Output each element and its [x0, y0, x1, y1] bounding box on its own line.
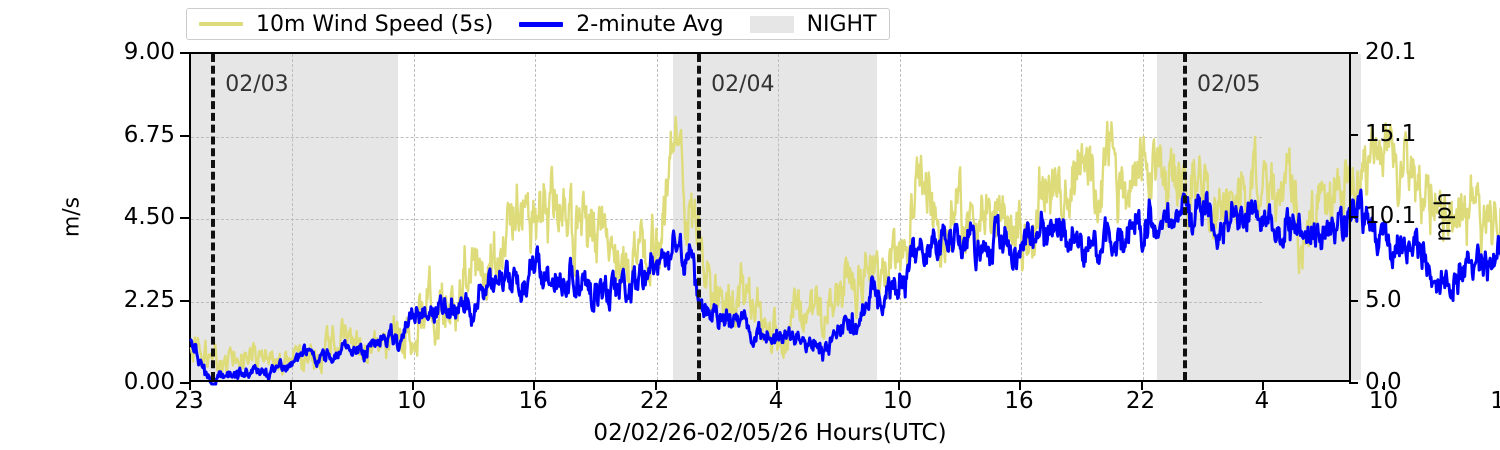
x-axis-title: 02/02/26-02/05/26 Hours(UTC) [593, 420, 947, 446]
y-tick-right [1349, 382, 1358, 384]
day-marker-line [1183, 54, 1188, 380]
chart-legend: 10m Wind Speed (5s) 2-minute Avg NIGHT [186, 8, 890, 40]
y-tick-left [180, 134, 189, 137]
night-band [191, 54, 398, 380]
x-tick-label: 10 [1368, 388, 1399, 414]
x-tick-label: 22 [640, 388, 670, 414]
x-tick-label: 10 [397, 388, 427, 414]
y-tick-label-right: 20.1 [1365, 39, 1417, 65]
x-tick [654, 382, 657, 390]
x-tick [776, 382, 779, 390]
y-tick-label-left: 6.75 [123, 121, 175, 148]
y-tick-label-left: 4.50 [123, 204, 175, 230]
y-tick-label-left: 9.00 [123, 39, 175, 65]
gridline-vertical [656, 54, 658, 380]
x-tick [411, 382, 414, 390]
y-tick-label-right: 0.0 [1365, 369, 1402, 395]
x-tick [290, 382, 293, 390]
y-tick-label-right: 10.1 [1365, 203, 1417, 230]
y-tick-left [180, 382, 189, 384]
x-tick-label: 23 [174, 388, 204, 414]
gridline-horizontal [191, 136, 1262, 138]
day-marker-label: 02/04 [711, 72, 775, 97]
gridline-vertical [899, 54, 901, 380]
y-axis-title-left: m/s [59, 196, 85, 238]
x-tick [1019, 382, 1022, 390]
gridline-vertical [1021, 54, 1023, 380]
plot-area: 02/03 02/04 02/05 [189, 52, 1500, 386]
x-tick-label: 4 [282, 388, 298, 414]
series-layer [189, 115, 1500, 386]
y-axis-title-right: mph [1431, 192, 1457, 242]
top-axis-rule [189, 52, 1350, 54]
y-tick-label-left: 0.00 [123, 369, 175, 395]
legend-label-wind-speed-5s: 10m Wind Speed (5s) [256, 11, 494, 37]
legend-item-wind-speed-5s: 10m Wind Speed (5s) [199, 12, 493, 37]
legend-item-two-minute-avg: 2-minute Avg [519, 11, 724, 37]
x-tick [1383, 382, 1386, 390]
x-tick [189, 382, 191, 390]
y-tick-label-right: 5.0 [1365, 286, 1402, 313]
bottom-axis-rule [189, 380, 1350, 382]
day-marker-label: 02/03 [225, 72, 289, 97]
legend-label-two-minute-avg: 2-minute Avg [576, 11, 724, 37]
day-marker-label: 02/05 [1197, 72, 1261, 97]
x-tick-label: 4 [1254, 388, 1270, 414]
day-marker-line [211, 54, 216, 380]
series-two-minute-avg [189, 188, 1500, 386]
gridline-vertical [1142, 54, 1144, 380]
gridline-vertical [413, 54, 415, 380]
y-tick-left [180, 52, 189, 54]
legend-swatch-two-minute-avg [519, 21, 564, 27]
x-tick-label: 10 [882, 388, 913, 414]
day-marker-line [697, 54, 702, 380]
y-tick-left [180, 299, 189, 302]
legend-swatch-night [749, 15, 794, 33]
gridline-vertical [778, 54, 780, 380]
legend-label-night: NIGHT [806, 11, 877, 37]
gridline-vertical [292, 54, 294, 380]
y-tick-label-left: 2.25 [123, 286, 175, 313]
y-tick-right [1349, 216, 1358, 219]
y-tick-right [1349, 52, 1358, 54]
y-tick-label-right: 15.1 [1365, 121, 1417, 148]
x-tick-label: 4 [768, 388, 784, 414]
legend-swatch-wind-speed-5s [199, 22, 243, 26]
y-tick-right [1349, 134, 1358, 137]
x-tick [897, 382, 900, 390]
x-tick [533, 382, 536, 390]
y-tick-left [180, 217, 189, 219]
legend-item-night: NIGHT [749, 11, 877, 37]
x-tick-label: 22 [1125, 388, 1156, 414]
x-tick-label: 16 [1490, 388, 1500, 414]
gridline-horizontal [191, 219, 1262, 220]
x-tick-label: 16 [518, 388, 548, 414]
y-tick-right [1349, 299, 1358, 302]
x-tick [1140, 382, 1143, 390]
x-tick [1262, 382, 1264, 390]
x-tick-label: 16 [1004, 388, 1034, 414]
